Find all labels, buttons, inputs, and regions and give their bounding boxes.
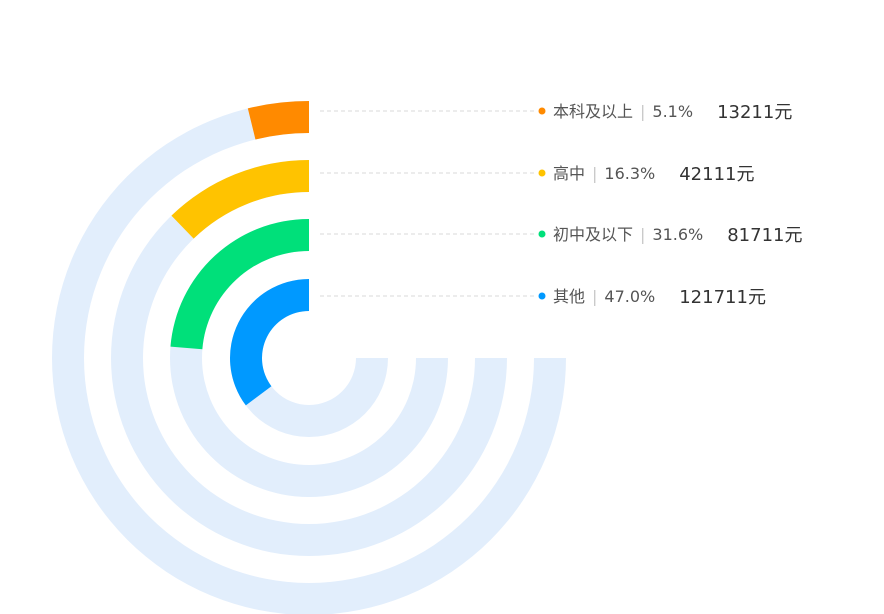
- legend-percent: 5.1%: [652, 102, 693, 121]
- legend-item[interactable]: 本科及以上 | 5.1% 13211元: [320, 102, 792, 123]
- legend-percent: 31.6%: [652, 225, 703, 244]
- legend-label: 高中: [553, 164, 585, 183]
- legend-separator: |: [592, 164, 597, 183]
- ring-bar[interactable]: [170, 219, 309, 350]
- legend-label: 本科及以上: [553, 102, 633, 121]
- ring-bar[interactable]: [229, 279, 309, 406]
- legend-percent: 16.3%: [604, 164, 655, 183]
- data-bars: [170, 101, 309, 406]
- legend-item[interactable]: 高中 | 16.3% 42111元: [320, 164, 755, 185]
- legend-value: 81711元: [727, 225, 802, 246]
- legend-value: 121711元: [679, 287, 766, 308]
- legend-label: 初中及以下: [553, 225, 633, 244]
- legend-dot: [538, 169, 546, 177]
- legend-item[interactable]: 初中及以下 | 31.6% 81711元: [320, 225, 803, 246]
- legend-item[interactable]: 其他 | 47.0% 121711元: [320, 287, 766, 308]
- legend-dot: [538, 107, 546, 115]
- legend-separator: |: [592, 287, 597, 306]
- legend-label: 其他: [553, 287, 585, 306]
- legend-dot: [538, 230, 546, 238]
- legend-percent: 47.0%: [604, 287, 655, 306]
- legend-dot: [538, 292, 546, 300]
- legend-separator: |: [640, 225, 645, 244]
- legend-value: 13211元: [717, 102, 792, 123]
- ring-bar[interactable]: [247, 101, 309, 140]
- ring-bar[interactable]: [171, 160, 309, 239]
- legend-separator: |: [640, 102, 645, 121]
- legend-value: 42111元: [679, 164, 754, 185]
